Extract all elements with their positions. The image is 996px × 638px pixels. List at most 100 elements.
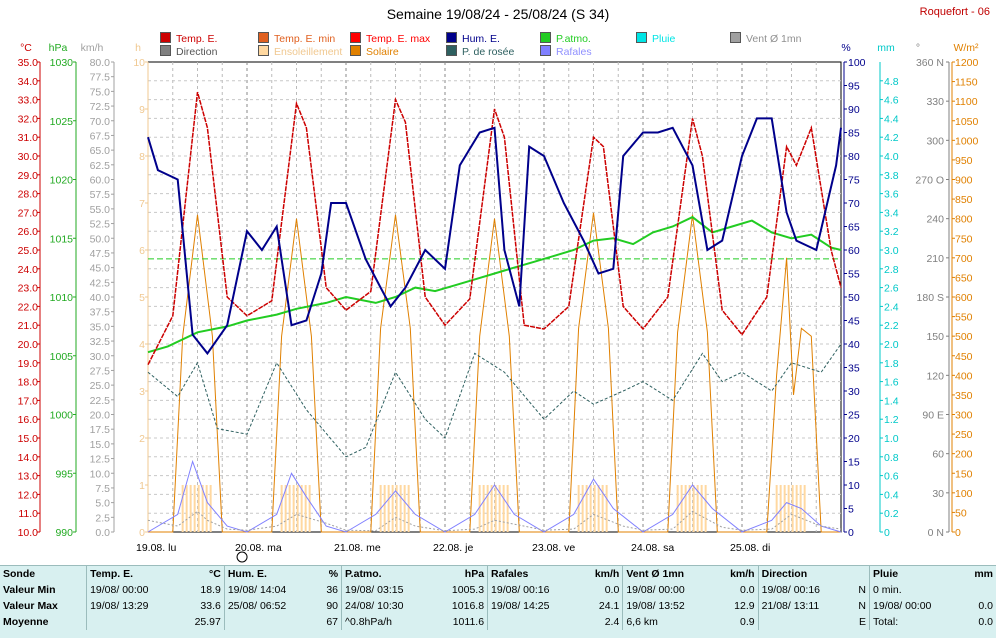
humidity-axis-tick: 5	[848, 504, 854, 516]
direction-axis-tick: 150	[926, 331, 944, 343]
temp-axis-tick: 20.0	[18, 339, 39, 351]
chart-title: Semaine 19/08/24 - 25/08/24 (S 34)	[386, 6, 610, 22]
legend-swatch	[730, 32, 741, 43]
stats-cell: 19/08/ 00:00	[869, 598, 962, 614]
stats-cell	[487, 614, 580, 630]
stats-cell: 0.9	[740, 616, 755, 628]
stats-cell: 1011.6	[452, 616, 485, 628]
temp-axis-tick: 34.0	[18, 76, 39, 88]
direction-axis-tick: 240	[926, 214, 944, 226]
x-day-label: 22.08. je	[433, 542, 473, 554]
direction-axis-tick: 270 O	[915, 175, 944, 187]
stats-cell: N	[858, 584, 867, 596]
legend-label: Hum. E.	[462, 33, 500, 45]
x-day-label: 19.08. lu	[136, 542, 176, 554]
stats-cell: 19/08/ 00:00	[86, 582, 179, 598]
temp-axis-tick: 22.0	[18, 301, 39, 313]
rain-axis-tick: 2.0	[884, 339, 899, 351]
wind-axis-tick: 10.0	[90, 468, 111, 480]
stats-cell: 12.9	[734, 600, 755, 612]
sun-axis-tick: 2	[139, 433, 145, 445]
stats-cell: km/h	[730, 568, 755, 580]
wind-axis-tick: 12.5	[90, 454, 111, 466]
legend-label: Direction	[176, 46, 218, 58]
temp-axis-tick: 29.0	[18, 170, 39, 182]
wind-axis-tick: 7.5	[95, 483, 110, 495]
temp-axis-unit: °C	[20, 42, 32, 54]
humidity-axis-tick: 90	[848, 104, 860, 116]
temp-axis-tick: 25.0	[18, 245, 39, 257]
x-day-label: 23.08. ve	[532, 542, 575, 554]
wind-axis-tick: 5.0	[95, 498, 110, 510]
wind-axis-tick: 70.0	[90, 116, 111, 128]
x-day-label: 21.08. me	[334, 542, 381, 554]
stats-cell: 0.0	[978, 616, 993, 628]
wind-axis-tick: 30.0	[90, 351, 111, 363]
solar-axis-tick: 1000	[955, 135, 979, 147]
stats-row-label: Sonde	[3, 568, 36, 580]
temp-axis-tick: 30.0	[18, 151, 39, 163]
stats-cell: 19/08/ 13:52	[622, 598, 715, 614]
temp-axis-tick: 12.0	[18, 489, 39, 501]
sun-axis-tick: 9	[139, 104, 145, 116]
solar-series-line	[148, 212, 841, 533]
stats-cell: N	[858, 600, 867, 612]
temp-axis-tick: 19.0	[18, 358, 39, 370]
legend-swatch	[540, 32, 551, 43]
legend-item: Ensoleillement	[258, 45, 342, 58]
rain-axis-tick: 1.4	[884, 395, 899, 407]
wind-axis-tick: 40.0	[90, 292, 111, 304]
sun-axis-tick: 4	[139, 339, 145, 351]
humidity-axis-tick: 55	[848, 269, 860, 281]
rain-axis-tick: 3.8	[884, 170, 899, 182]
direction-axis-tick: 0 N	[928, 527, 944, 539]
legend-item: Temp. E.	[160, 32, 217, 45]
stats-row-label: Valeur Min	[3, 584, 56, 596]
temp-axis-tick: 33.0	[18, 95, 39, 107]
stats-cell: 18.9	[200, 584, 221, 596]
stats-cell	[850, 566, 870, 582]
gust-series-line	[147, 459, 842, 533]
stats-cell: km/h	[594, 568, 620, 580]
stats-cell: 1016.8	[451, 600, 485, 612]
wind-axis-tick: 60.0	[90, 175, 111, 187]
wind-axis-tick: 77.5	[90, 72, 111, 84]
rain-axis-tick: 4.6	[884, 95, 899, 107]
pressure-axis-tick: 1015	[50, 233, 74, 245]
stats-cell: Temp. E.	[86, 566, 179, 582]
rain-axis-tick: 2.4	[884, 301, 899, 313]
wind-axis-tick: 32.5	[90, 336, 111, 348]
wind-axis-tick: 65.0	[90, 145, 111, 157]
humidity-axis-tick: 15	[848, 457, 860, 469]
rain-axis-tick: 1.8	[884, 358, 899, 370]
solar-axis-tick: 1200	[955, 57, 979, 69]
temp-axis-tick: 17.0	[18, 395, 39, 407]
rain-axis-tick: 3.6	[884, 189, 899, 201]
stats-row-label: Valeur Max	[3, 600, 58, 612]
stats-cell: 0.0	[740, 584, 755, 596]
stats-cell	[757, 614, 850, 630]
rain-axis-tick: 3.4	[884, 207, 899, 219]
stats-cell: P.atmo.	[341, 566, 434, 582]
pressure-axis-tick: 1025	[50, 116, 74, 128]
direction-axis-tick: 330	[926, 96, 944, 108]
stats-cell	[86, 614, 179, 630]
direction-axis-tick: 180 S	[917, 292, 944, 304]
stats-row: Sonde Temp. E. °C Hum. E.% P.atmo. hPa Rafales…	[0, 566, 996, 582]
wind-axis-tick: 25.0	[90, 380, 111, 392]
legend-item: Hum. E.	[446, 32, 500, 45]
legend-swatch	[636, 32, 647, 43]
temperature-series-line	[147, 91, 842, 366]
humidity-axis-tick: 80	[848, 151, 860, 163]
wind-axis-tick: 75.0	[90, 86, 111, 98]
wind-axis-tick: 2.5	[95, 512, 110, 524]
stats-cell: 6,6 km	[622, 614, 715, 630]
temp-axis-tick: 31.0	[18, 132, 39, 144]
rain-axis-tick: 4.8	[884, 76, 899, 88]
stats-cell: 21/08/ 13:11	[757, 598, 850, 614]
humidity-axis-tick: 40	[848, 339, 860, 351]
rain-axis-tick: 2.2	[884, 320, 899, 332]
stats-cell: 1005.3	[451, 584, 485, 596]
legend-swatch	[446, 45, 457, 56]
stats-row: Moyenne 25.97 67 ^0.8hPa/h 1011.6 2.4 6,6 km 0.…	[0, 614, 996, 630]
